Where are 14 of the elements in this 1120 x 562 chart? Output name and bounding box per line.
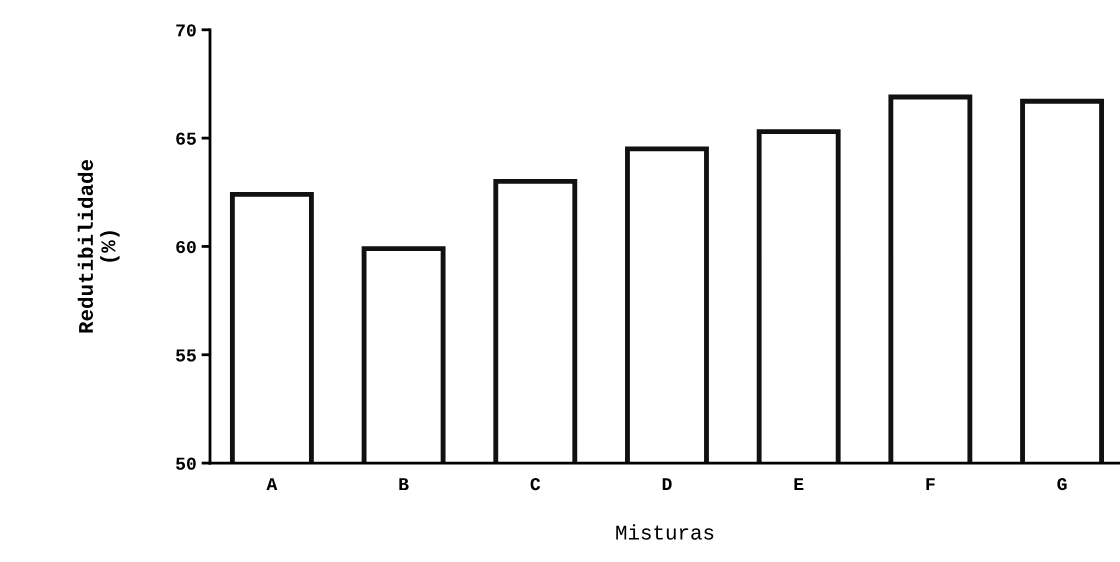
x-tick-label: A [266,478,278,491]
y-tick-label: 60 [176,240,196,254]
y-tick-label: 70 [176,24,196,37]
y-tick-label: 50 [176,457,196,470]
x-axis-title: Misturas [616,524,714,540]
x-tick-label: F [926,478,935,491]
x-tick-label: G [1057,477,1067,491]
y-axis-title: Redutibilidade (%) [77,159,120,333]
y-tick-label: 65 [176,132,196,145]
x-tick-label: D [662,478,672,491]
x-tick-label: E [794,478,804,491]
x-tick-label: B [399,478,409,491]
y-tick-label: 55 [176,349,196,362]
x-tick-label: C [530,477,541,491]
